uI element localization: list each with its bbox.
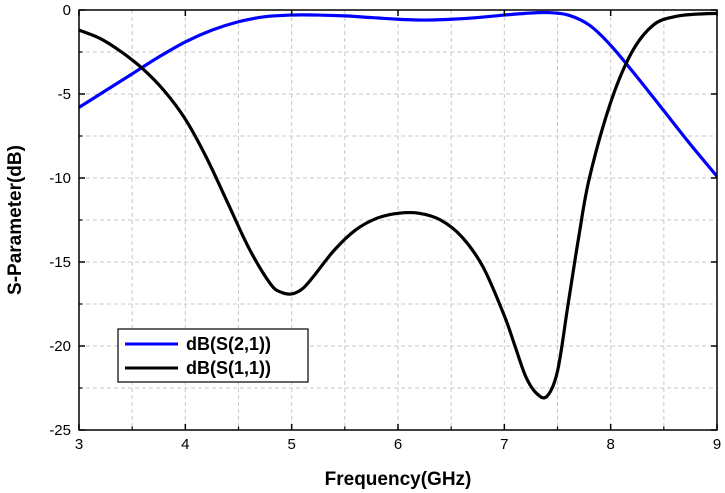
ticks (78, 9, 718, 431)
y-tick-label: -20 (49, 338, 71, 355)
grid (79, 10, 717, 430)
x-tick-label: 4 (181, 436, 189, 453)
legend-label-s11: dB(S(1,1)) (186, 358, 271, 378)
x-tick-label: 9 (713, 436, 721, 453)
legend-box (117, 328, 309, 383)
series-layer (79, 10, 717, 400)
y-tick-label: -10 (49, 170, 71, 187)
legend: dB(S(2,1)) dB(S(1,1)) (117, 328, 309, 383)
tick-labels: 3 4 5 6 7 8 9 0 -5 -10 -15 -20 -25 (49, 2, 721, 453)
x-axis-title: Frequency(GHz) (325, 469, 472, 490)
y-tick-label: -15 (49, 254, 71, 271)
y-axis-title: S-Parameter(dB) (5, 145, 26, 295)
series-line-s21 (79, 10, 717, 178)
series-line-s11 (79, 11, 717, 400)
x-tick-label: 6 (394, 436, 402, 453)
x-tick-label: 5 (287, 436, 295, 453)
y-tick-label: 0 (63, 2, 71, 19)
x-tick-label: 8 (606, 436, 614, 453)
y-tick-label: -25 (49, 422, 71, 439)
x-tick-label: 3 (75, 436, 83, 453)
y-tick-label: -5 (58, 86, 71, 103)
legend-label-s21: dB(S(2,1)) (186, 334, 271, 354)
x-tick-label: 7 (500, 436, 508, 453)
